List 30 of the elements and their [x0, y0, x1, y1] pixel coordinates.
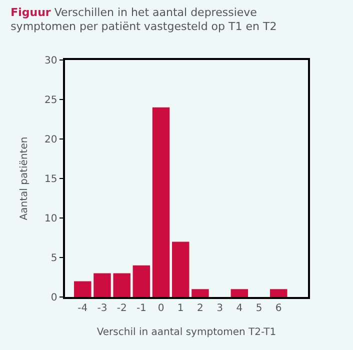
- y-tick-label: 20: [44, 134, 58, 146]
- y-tick-label: 25: [44, 95, 58, 106]
- bar: [94, 273, 111, 297]
- bar: [74, 281, 92, 297]
- x-tick-label: -4: [78, 302, 88, 314]
- bar: [270, 289, 288, 297]
- x-tick-label: 6: [275, 302, 282, 314]
- bar: [172, 242, 190, 297]
- x-tick-label: 2: [197, 302, 204, 314]
- y-tick-label: 30: [44, 56, 58, 66]
- x-tick-label: 0: [158, 302, 164, 314]
- x-tick-label: -2: [116, 302, 127, 314]
- y-tick-label: 0: [50, 292, 58, 304]
- bar: [152, 107, 170, 297]
- x-axis-title: Verschil in aantal symptomen T2-T1: [96, 326, 276, 338]
- y-tick-label: 15: [44, 174, 58, 185]
- x-tick-label: 1: [177, 302, 184, 314]
- bar: [113, 273, 130, 297]
- x-tick-label: 5: [256, 302, 262, 314]
- y-tick-label: 10: [44, 214, 58, 224]
- x-tick-label: -3: [97, 302, 108, 314]
- bar: [192, 289, 209, 297]
- bar: [230, 289, 248, 297]
- y-axis-title: Aantal patiënten: [19, 136, 30, 220]
- y-tick-label: 5: [50, 253, 58, 264]
- x-tick-label: 3: [216, 302, 223, 314]
- chart-title: Figuur Verschillen in het aantal depressieve symptomen per patiënt vastgesteld op T1 en T2: [10, 6, 277, 34]
- bar: [132, 265, 150, 297]
- x-tick-label: 4: [236, 302, 243, 314]
- x-tick-label: -1: [136, 302, 146, 314]
